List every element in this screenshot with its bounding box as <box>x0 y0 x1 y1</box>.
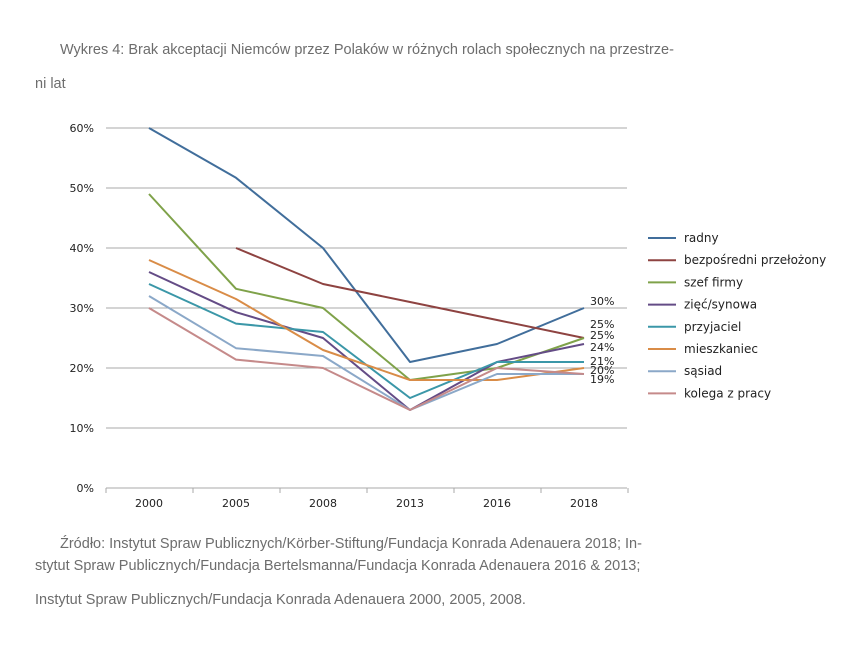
y-tick-label: 10% <box>70 422 94 435</box>
x-tick-label: 2018 <box>570 497 598 510</box>
y-axis-ticks: 0% 10% 20% 30% 40% 50% 60% <box>70 122 94 495</box>
end-value-label: 19% <box>590 373 614 386</box>
end-value-label: 30% <box>590 295 614 308</box>
end-value-label: 25% <box>590 318 614 331</box>
x-tick-label: 2005 <box>222 497 250 510</box>
x-tick-label: 2008 <box>309 497 337 510</box>
chart-title-line2: ni lat <box>35 76 66 92</box>
source-line2: stytut Spraw Publicznych/Fundacja Bertel… <box>35 558 641 574</box>
y-tick-label: 60% <box>70 122 94 135</box>
x-tick-label: 2000 <box>135 497 163 510</box>
legend-label: radny <box>684 231 719 245</box>
end-value-label: 25% <box>590 329 614 342</box>
x-tick-label: 2013 <box>396 497 424 510</box>
end-value-label: 21% <box>590 355 614 368</box>
series-line <box>148 295 584 411</box>
series-lines <box>148 127 585 411</box>
y-tick-label: 30% <box>70 302 94 315</box>
y-tick-label: 0% <box>77 482 94 495</box>
series-line <box>148 307 585 411</box>
legend-label: mieszkaniec <box>684 342 758 356</box>
y-tick-label: 20% <box>70 362 94 375</box>
end-value-label: 24% <box>590 341 614 354</box>
legend-label: sąsiad <box>684 364 722 378</box>
series-line <box>235 247 585 339</box>
x-tick-label: 2016 <box>483 497 511 510</box>
source-line3: Instytut Spraw Publicznych/Fundacja Konr… <box>35 592 526 608</box>
legend: radny bezpośredni przełożony szef firmy zię… <box>648 231 826 400</box>
legend-label: bezpośredni przełożony <box>684 253 826 267</box>
series-line <box>148 259 585 381</box>
legend-label: kolega z pracy <box>684 386 771 400</box>
series-line <box>148 271 585 411</box>
gridlines <box>106 127 627 489</box>
source-line1: Źródło: Instytut Spraw Publicznych/Körbe… <box>60 536 642 552</box>
line-chart: 0% 10% 20% 30% 40% 50% 60% 2000 2005 2008 2013 201… <box>70 122 827 510</box>
y-tick-label: 40% <box>70 242 94 255</box>
y-tick-label: 50% <box>70 182 94 195</box>
end-value-label: 20% <box>590 364 614 377</box>
end-labels: 30%25%25%24%21%20%19% <box>590 295 614 386</box>
chart-title-line1: Wykres 4: Brak akceptacji Niemców przez … <box>60 42 674 58</box>
legend-label: zięć/synowa <box>684 298 757 312</box>
legend-label: przyjaciel <box>684 320 741 334</box>
series-line <box>148 127 585 363</box>
legend-label: szef firmy <box>684 275 743 289</box>
x-axis-ticks: 2000 2005 2008 2013 2016 2018 <box>105 488 629 510</box>
series-line <box>148 193 585 381</box>
